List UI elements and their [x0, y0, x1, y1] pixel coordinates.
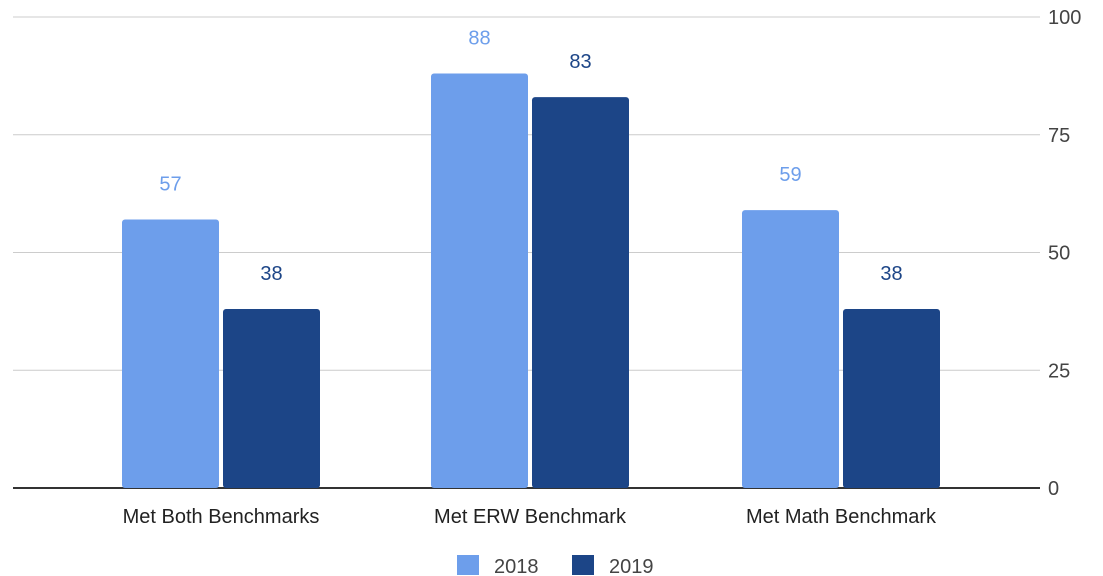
category-labels: Met Both Benchmarks Met ERW Benchmark Met …	[123, 506, 937, 528]
category-label: Met ERW Benchmark	[434, 506, 627, 528]
data-label-2018-2: 59	[779, 164, 801, 186]
y-tick-label: 50	[1048, 243, 1070, 265]
bars	[122, 73, 940, 489]
legend-label-2019: 2019	[609, 556, 654, 576]
data-label-2019-1: 83	[569, 51, 591, 73]
data-label-2018-1: 88	[468, 28, 490, 50]
legend-label-2018: 2018	[494, 556, 539, 576]
y-tick-label: 75	[1048, 125, 1070, 147]
data-label-2019-2: 38	[880, 263, 902, 285]
bar-2019-0	[223, 309, 320, 488]
legend-swatch-2018	[457, 555, 479, 575]
data-label-2019-0: 38	[260, 263, 282, 285]
category-label: Met Math Benchmark	[746, 506, 937, 528]
y-tick-label: 25	[1048, 360, 1070, 382]
y-tick-label: 100	[1048, 7, 1081, 29]
bar-2018-0	[122, 219, 219, 488]
legend-swatch-2019	[572, 555, 594, 575]
legend: 2018 2019	[457, 555, 654, 576]
bar-2019-2	[843, 309, 940, 488]
data-label-2018-0: 57	[159, 174, 181, 196]
bar-2018-2	[742, 210, 839, 489]
bar-2018-1	[431, 73, 528, 489]
y-axis-ticks: 0 25 50 75 100	[1048, 7, 1081, 500]
data-labels: 57 38 88 83 59 38	[159, 28, 902, 285]
category-label: Met Both Benchmarks	[123, 506, 320, 528]
bar-2019-1	[532, 97, 629, 488]
y-tick-label: 0	[1048, 478, 1059, 500]
